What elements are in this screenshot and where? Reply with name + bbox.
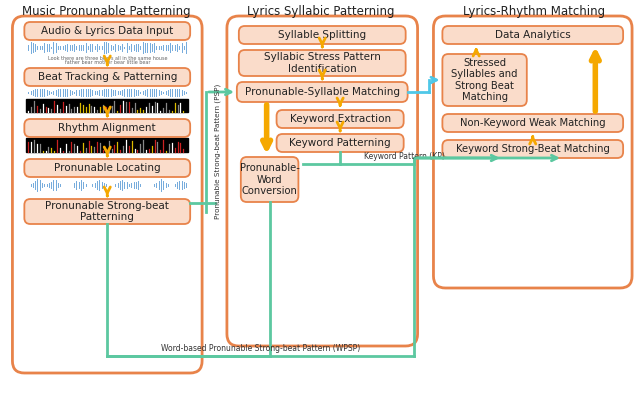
- Text: Audio & Lyrics Data Input: Audio & Lyrics Data Input: [41, 26, 173, 36]
- FancyBboxPatch shape: [241, 157, 298, 202]
- Bar: [26, 99, 188, 112]
- FancyBboxPatch shape: [276, 110, 404, 128]
- Text: Stressed
Syllables and
Strong Beat
Matching: Stressed Syllables and Strong Beat Match…: [451, 57, 518, 103]
- FancyBboxPatch shape: [24, 159, 190, 177]
- Text: Look there are three bears all in the same house: Look there are three bears all in the sa…: [47, 56, 167, 61]
- FancyBboxPatch shape: [24, 68, 190, 86]
- Text: Syllabic Stress Pattern
Identification: Syllabic Stress Pattern Identification: [264, 52, 381, 74]
- Text: Pronunable Strong-beat
Patterning: Pronunable Strong-beat Patterning: [45, 201, 169, 222]
- Text: father bear mother bear little bear: father bear mother bear little bear: [65, 60, 150, 65]
- Text: Pronunable Locating: Pronunable Locating: [54, 163, 161, 173]
- Text: Keyword Patterning: Keyword Patterning: [289, 138, 391, 148]
- FancyBboxPatch shape: [24, 119, 190, 137]
- Text: Keyword Extraction: Keyword Extraction: [289, 114, 390, 124]
- Text: Pronunable Strong-beat Pattern (PSP): Pronunable Strong-beat Pattern (PSP): [214, 84, 221, 219]
- Text: Data Analytics: Data Analytics: [495, 30, 571, 40]
- Text: Keyword Pattern (KP): Keyword Pattern (KP): [364, 152, 445, 161]
- FancyBboxPatch shape: [237, 82, 408, 102]
- Text: Syllable Splitting: Syllable Splitting: [278, 30, 366, 40]
- FancyBboxPatch shape: [24, 22, 190, 40]
- Bar: [26, 138, 188, 152]
- FancyBboxPatch shape: [239, 26, 406, 44]
- Text: Lyrics Syllabic Patterning: Lyrics Syllabic Patterning: [246, 5, 394, 18]
- FancyBboxPatch shape: [442, 140, 623, 158]
- Text: Pronunable-Syllable Matching: Pronunable-Syllable Matching: [244, 87, 400, 97]
- Text: Word-based Pronunable Strong-beat Pattern (WPSP): Word-based Pronunable Strong-beat Patter…: [161, 344, 360, 353]
- Text: Music Pronunable Patterning: Music Pronunable Patterning: [22, 5, 191, 18]
- FancyBboxPatch shape: [442, 54, 527, 106]
- FancyBboxPatch shape: [227, 16, 417, 346]
- Text: Keyword Strong-Beat Matching: Keyword Strong-Beat Matching: [456, 144, 610, 154]
- Text: Lyrics-Rhythm Matching: Lyrics-Rhythm Matching: [463, 5, 605, 18]
- FancyBboxPatch shape: [24, 199, 190, 224]
- FancyBboxPatch shape: [12, 16, 202, 373]
- FancyBboxPatch shape: [433, 16, 632, 288]
- FancyBboxPatch shape: [442, 114, 623, 132]
- Text: Beat Tracking & Patterning: Beat Tracking & Patterning: [38, 72, 177, 82]
- Text: Rhythm Alignment: Rhythm Alignment: [58, 123, 156, 133]
- FancyBboxPatch shape: [442, 26, 623, 44]
- FancyBboxPatch shape: [239, 50, 406, 76]
- Text: Non-Keyword Weak Matching: Non-Keyword Weak Matching: [460, 118, 605, 128]
- FancyBboxPatch shape: [276, 134, 404, 152]
- Text: Pronunable-
Word
Conversion: Pronunable- Word Conversion: [239, 163, 300, 196]
